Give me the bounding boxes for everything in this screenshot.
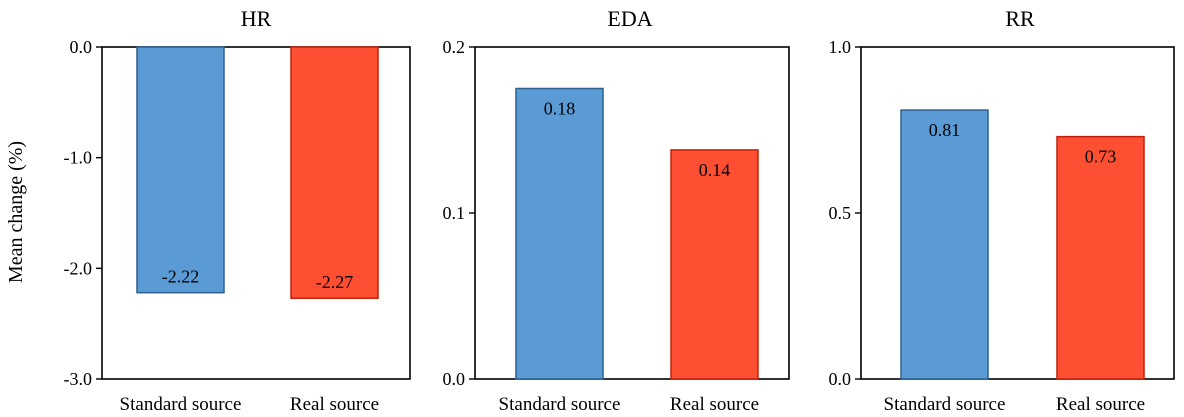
y-tick-label-eda-2: 0.0 bbox=[443, 369, 466, 389]
y-tick-label-hr-3: -3.0 bbox=[64, 369, 93, 389]
category-label-rr-1: Real source bbox=[1056, 394, 1145, 415]
category-label-rr-0: Standard source bbox=[884, 394, 1006, 415]
data-label-hr-1: -2.27 bbox=[316, 272, 354, 292]
data-label-eda-1: 0.14 bbox=[699, 160, 731, 180]
category-label-hr-0: Standard source bbox=[120, 394, 242, 415]
bar-hr-standard bbox=[136, 46, 225, 294]
data-label-rr-1: 0.73 bbox=[1085, 147, 1117, 167]
y-tick-label-hr-0: 0.0 bbox=[70, 37, 93, 57]
data-label-rr-0: 0.81 bbox=[929, 120, 961, 140]
bar-eda-real bbox=[670, 149, 759, 380]
data-label-hr-0: -2.22 bbox=[162, 267, 200, 287]
y-tick-label-rr-0: 1.0 bbox=[829, 37, 852, 57]
y-tick-label-rr-2: 0.0 bbox=[829, 369, 852, 389]
bar-rr-real bbox=[1056, 135, 1145, 380]
bar-eda-standard bbox=[515, 87, 604, 380]
y-axis-label: Mean change (%) bbox=[5, 141, 27, 283]
category-label-eda-0: Standard source bbox=[499, 394, 621, 415]
y-tick-label-hr-1: -1.0 bbox=[64, 148, 93, 168]
chart-title-hr: HR bbox=[241, 6, 272, 31]
chart-title-rr: RR bbox=[1005, 6, 1035, 31]
y-tick-label-hr-2: -2.0 bbox=[64, 258, 93, 278]
bar-rr-standard bbox=[900, 109, 989, 380]
y-tick-label-eda-1: 0.1 bbox=[443, 203, 466, 223]
y-tick-label-rr-1: 0.5 bbox=[829, 203, 852, 223]
bar-hr-real bbox=[290, 46, 379, 299]
data-label-eda-0: 0.18 bbox=[544, 99, 576, 119]
category-label-hr-1: Real source bbox=[290, 394, 379, 415]
category-label-eda-1: Real source bbox=[670, 394, 759, 415]
plot-frame-hr bbox=[101, 46, 411, 380]
y-tick-label-eda-0: 0.2 bbox=[443, 37, 466, 57]
chart-title-eda: EDA bbox=[607, 6, 652, 31]
